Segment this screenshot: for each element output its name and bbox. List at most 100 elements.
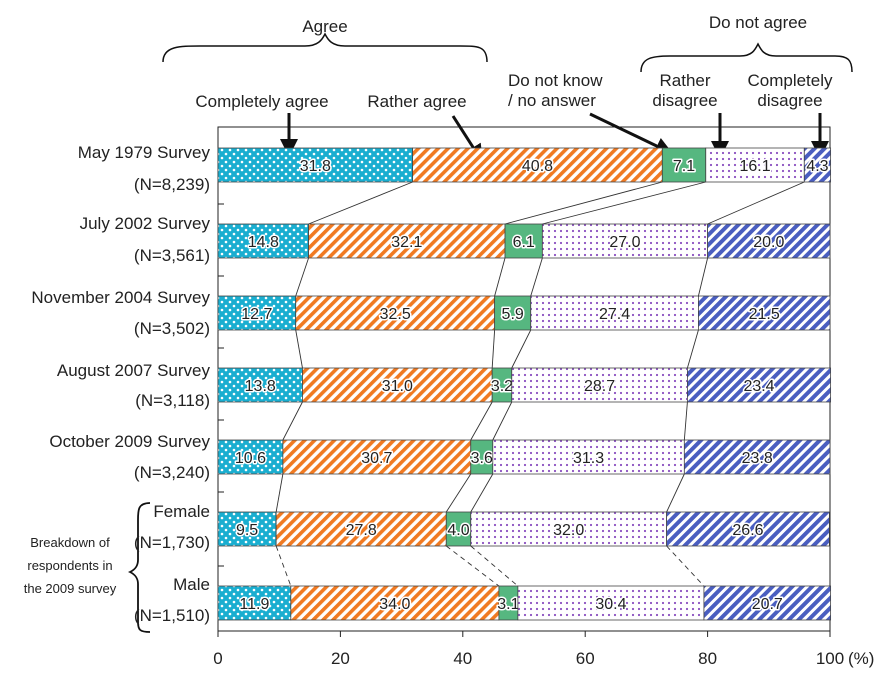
legend-dont-know-line2: / no answer xyxy=(508,91,596,110)
value-label-rather-agree: 30.7 xyxy=(361,450,392,467)
value-label-dont-know: 7.1 xyxy=(673,158,695,175)
x-tick-label: 80 xyxy=(698,649,717,668)
row-label-title: July 2002 Survey xyxy=(80,214,211,233)
bar-completely-disagree xyxy=(803,147,832,183)
do-not-agree-brace xyxy=(640,42,853,73)
value-label-rather-disagree: 28.7 xyxy=(584,378,615,395)
bar-completely-agree xyxy=(217,439,284,475)
bar-completely-disagree xyxy=(683,439,831,475)
value-label-rather-agree: 40.8 xyxy=(522,158,553,175)
connector-line xyxy=(470,401,493,441)
bar-dont-know xyxy=(445,511,472,547)
connector-line xyxy=(491,329,496,369)
bar-rather-agree xyxy=(282,439,472,475)
bar-rather-agree xyxy=(275,511,447,547)
value-label-dont-know: 4.0 xyxy=(447,522,469,539)
connector-line xyxy=(445,473,472,513)
value-label-completely-disagree: 23.4 xyxy=(743,378,774,395)
value-label-rather-disagree: 16.1 xyxy=(739,158,770,175)
connector-line xyxy=(282,401,303,441)
value-label-completely-agree: 13.8 xyxy=(245,378,276,395)
legend-completely-disagree-line1: Completely xyxy=(747,71,833,90)
value-label-completely-disagree: 20.7 xyxy=(752,596,783,613)
value-label-dont-know: 6.1 xyxy=(513,234,535,251)
bars: 31.8 40.8 7.1 16.1 4.3 14.8 32.1 6.1 27.0 20.0 12.… xyxy=(217,147,832,621)
breakdown-label-line1: Breakdown of xyxy=(30,535,110,550)
value-label-completely-agree: 10.6 xyxy=(235,450,266,467)
legend-dont-know-line1: Do not know xyxy=(508,71,603,90)
value-label-dont-know: 3.2 xyxy=(491,378,513,395)
bar-completely-disagree xyxy=(703,585,832,621)
row-label-n: (N=3,561) xyxy=(134,246,210,265)
value-label-rather-disagree: 30.4 xyxy=(595,596,626,613)
value-label-completely-agree: 31.8 xyxy=(300,158,331,175)
x-axis-unit: (%) xyxy=(848,649,874,668)
bar-completely-agree xyxy=(217,585,292,621)
x-axis-ticks: 0 20 40 60 80 100 xyxy=(213,203,844,668)
connector-line xyxy=(446,545,500,587)
bar-rather-disagree xyxy=(541,223,708,259)
value-label-dont-know: 3.6 xyxy=(471,450,493,467)
value-label-completely-agree: 14.8 xyxy=(248,234,279,251)
connector-line xyxy=(275,545,292,587)
bar-rather-disagree xyxy=(470,511,667,547)
bar-completely-agree xyxy=(217,147,414,183)
connector-line xyxy=(504,181,663,225)
value-label-rather-agree: 31.0 xyxy=(382,378,413,395)
value-label-rather-disagree: 27.4 xyxy=(599,306,630,323)
breakdown-brace xyxy=(127,502,151,633)
arrow-dont-know xyxy=(589,112,674,155)
x-tick-label: 40 xyxy=(453,649,472,668)
connector-line xyxy=(542,181,706,225)
bar-completely-agree xyxy=(217,511,277,547)
bar-rather-agree xyxy=(290,585,500,621)
connector-lines xyxy=(275,181,805,587)
group-label-agree: Agree xyxy=(302,17,347,36)
legend-completely-disagree-line2: disagree xyxy=(757,91,822,110)
connector-line xyxy=(666,473,685,513)
value-label-rather-agree: 32.5 xyxy=(380,306,411,323)
connector-line xyxy=(295,257,310,297)
bar-rather-agree xyxy=(302,367,493,403)
connector-line xyxy=(470,473,494,513)
breakdown-label-line3: the 2009 survey xyxy=(24,581,117,596)
row-label-title: November 2004 Survey xyxy=(31,288,210,307)
bar-rather-disagree xyxy=(492,439,685,475)
bar-dont-know xyxy=(661,147,707,183)
value-label-rather-agree: 27.8 xyxy=(346,522,377,539)
x-tick-label: 100 xyxy=(816,649,844,668)
connector-line xyxy=(494,257,506,297)
connector-line xyxy=(275,473,284,513)
row-label-title: October 2009 Survey xyxy=(49,432,210,451)
bar-rather-disagree xyxy=(705,147,805,183)
x-tick-label: 0 xyxy=(213,649,222,668)
legend-rather-disagree-line2: disagree xyxy=(652,91,717,110)
value-label-rather-disagree: 27.0 xyxy=(609,234,640,251)
value-label-rather-disagree: 32.0 xyxy=(553,522,584,539)
row-label-title: May 1979 Survey xyxy=(78,143,211,162)
value-label-rather-disagree: 31.3 xyxy=(573,450,604,467)
row-label-n: (N=1,510) xyxy=(134,606,210,625)
value-label-completely-disagree: 20.0 xyxy=(753,234,784,251)
bar-completely-disagree xyxy=(698,295,831,331)
value-label-rather-agree: 34.0 xyxy=(379,596,410,613)
legend-rather-agree: Rather agree xyxy=(367,92,466,111)
value-label-completely-disagree: 4.3 xyxy=(806,158,828,175)
bar-rather-agree xyxy=(295,295,496,331)
row-label-n: (N=3,240) xyxy=(134,463,210,482)
agree-brace xyxy=(162,32,488,63)
value-label-completely-disagree: 21.5 xyxy=(749,306,780,323)
bar-completely-disagree xyxy=(707,223,831,259)
bar-rather-disagree xyxy=(511,367,688,403)
row-label-title: August 2007 Survey xyxy=(57,361,211,380)
connector-line xyxy=(492,401,513,441)
row-label-n: (N=3,118) xyxy=(135,391,210,410)
legend-completely-agree: Completely agree xyxy=(195,92,328,111)
legend-rather-disagree-line1: Rather xyxy=(659,71,710,90)
bar-rather-disagree xyxy=(530,295,699,331)
bar-rather-agree xyxy=(412,147,663,183)
row-label-n: (N=8,239) xyxy=(134,175,210,194)
row-labels: May 1979 Survey (N=8,239) July 2002 Survey… xyxy=(31,143,210,625)
bar-completely-disagree xyxy=(687,367,832,403)
connector-line xyxy=(470,545,519,587)
